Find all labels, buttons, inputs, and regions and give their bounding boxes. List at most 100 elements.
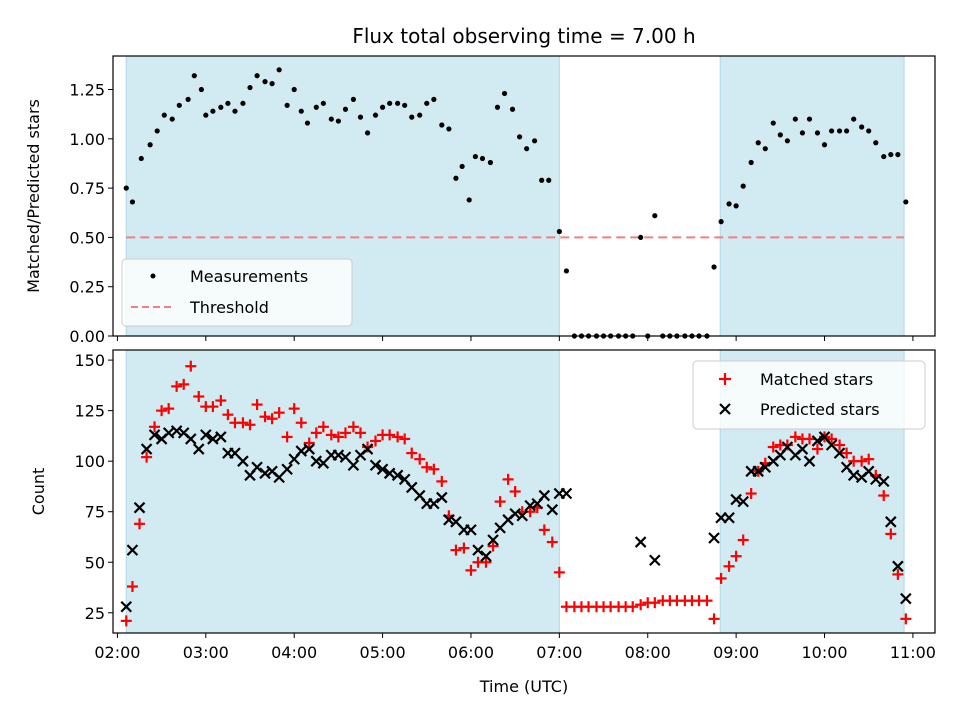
measurement-point: [652, 213, 658, 219]
bot-y-tick-label: 50: [85, 553, 105, 572]
predicted-star-point: [428, 497, 440, 510]
matched-star-point: [406, 447, 418, 459]
measurement-point: [546, 177, 552, 183]
matched-star-point: [480, 556, 492, 568]
predicted-star-point: [303, 443, 315, 455]
matched-star-point: [789, 431, 801, 443]
bot-x-tick-label: 05:00: [360, 643, 406, 662]
measurement-point: [387, 100, 393, 106]
measurement-point: [881, 153, 887, 160]
matched-star-point: [811, 443, 823, 455]
measurement-point: [726, 201, 732, 207]
matched-star-point: [708, 613, 720, 625]
chart-title: Flux total observing time = 7.00 h: [352, 24, 695, 48]
matched-star-point: [370, 435, 382, 447]
matched-star-point: [723, 560, 735, 572]
matched-star-point: [834, 439, 846, 451]
measurement-point: [247, 84, 253, 91]
predicted-star-point: [251, 461, 263, 474]
measurement-point: [501, 90, 508, 97]
measurement-point: [198, 86, 204, 93]
measurement-point: [254, 73, 260, 79]
predicted-star-point: [480, 550, 492, 562]
measurement-point: [225, 100, 231, 106]
top-y-tick-label: 0.50: [69, 228, 105, 247]
matched-star-point: [273, 407, 285, 419]
bottom-y-ticks: 25 50 75 100 125 150: [74, 351, 113, 623]
measurement-point: [372, 112, 379, 118]
measurement-point: [711, 264, 717, 270]
matched-star-point: [701, 595, 713, 607]
matched-star-point: [465, 564, 477, 576]
matched-star-point: [332, 431, 344, 443]
measurement-point: [770, 120, 776, 126]
matched-star-point: [450, 544, 462, 556]
matched-star-point: [399, 433, 411, 445]
matched-star-point: [502, 473, 514, 485]
matched-star-point: [149, 421, 161, 433]
matched-star-point: [730, 550, 742, 562]
matched-star-point: [635, 599, 647, 611]
legend-label-matched: Matched stars: [760, 370, 873, 389]
measurement-point: [298, 108, 304, 114]
bottom-legend-box: [692, 360, 926, 430]
measurement-point: [147, 142, 153, 148]
measurement-point: [859, 124, 865, 130]
legend-marker-predicted: [719, 403, 731, 415]
measurement-point: [777, 132, 783, 138]
measurement-point: [895, 151, 901, 158]
predicted-star-point: [752, 465, 765, 478]
legend-label-predicted: Predicted stars: [760, 400, 880, 419]
matched-star-point: [317, 421, 329, 433]
measurement-point: [169, 116, 175, 122]
measurement-point: [718, 219, 724, 225]
predicted-star-point: [892, 560, 904, 573]
legend-label-threshold: Threshold: [189, 298, 269, 317]
predicted-stars-points: [120, 425, 912, 613]
measurement-point: [836, 128, 843, 134]
predicted-star-point: [524, 499, 536, 512]
predicted-star-point: [215, 431, 227, 443]
legend-marker-matched: [719, 373, 731, 385]
measurement-point: [402, 102, 408, 108]
predicted-star-point: [472, 544, 484, 556]
measurement-point: [357, 114, 364, 120]
top-y-tick-label: 1.00: [69, 130, 105, 149]
matched-star-point: [892, 568, 904, 580]
matched-star-point: [215, 395, 227, 407]
top-shaded-region-1: [719, 55, 905, 337]
measurement-point: [762, 146, 768, 152]
measurement-point: [203, 112, 209, 118]
measurement-point: [276, 67, 282, 73]
matched-star-point: [303, 437, 315, 449]
bot-y-tick-label: 150: [74, 351, 105, 370]
measurement-point: [335, 118, 341, 124]
measurement-point: [284, 102, 290, 108]
matched-star-point: [737, 534, 749, 546]
matched-star-point: [900, 613, 912, 625]
measurement-point: [516, 134, 523, 140]
predicted-star-point: [369, 459, 382, 471]
x-axis-label: Time (UTC): [479, 677, 568, 696]
measurement-point: [638, 234, 644, 241]
predicted-star-point: [237, 455, 249, 467]
measurement-point: [439, 122, 445, 128]
measurement-point: [524, 146, 530, 152]
measurement-point: [487, 159, 494, 166]
bot-x-tick-label: 02:00: [94, 643, 140, 662]
top-axes-frame: [112, 55, 936, 337]
matched-star-point: [222, 409, 234, 421]
matched-star-point: [259, 411, 271, 423]
predicted-star-point: [487, 534, 499, 546]
matched-star-point: [856, 455, 868, 467]
matched-star-point: [362, 441, 374, 453]
matched-star-point: [141, 451, 153, 463]
measurement-point: [755, 140, 761, 146]
measurement-point: [138, 155, 144, 162]
measurement-point: [472, 153, 478, 160]
matched-star-point: [347, 421, 359, 433]
measurement-point: [509, 106, 516, 112]
bot-x-tick-label: 08:00: [625, 643, 671, 662]
measurement-point: [154, 128, 160, 134]
predicted-star-point: [509, 507, 521, 520]
